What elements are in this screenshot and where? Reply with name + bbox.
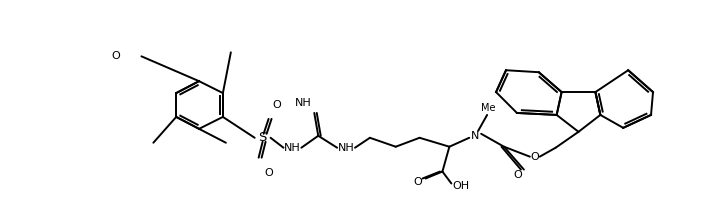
- Text: O: O: [272, 100, 281, 110]
- Text: Me: Me: [481, 103, 496, 113]
- Text: S: S: [258, 131, 267, 144]
- Text: O: O: [111, 51, 120, 61]
- Text: O: O: [413, 177, 422, 187]
- Text: NH: NH: [295, 98, 312, 108]
- Text: NH: NH: [284, 143, 300, 153]
- Text: O: O: [264, 168, 273, 177]
- Text: N: N: [471, 131, 479, 141]
- Text: OH: OH: [453, 181, 470, 191]
- Text: O: O: [513, 169, 523, 180]
- Text: O: O: [530, 152, 539, 162]
- Text: NH: NH: [337, 143, 355, 153]
